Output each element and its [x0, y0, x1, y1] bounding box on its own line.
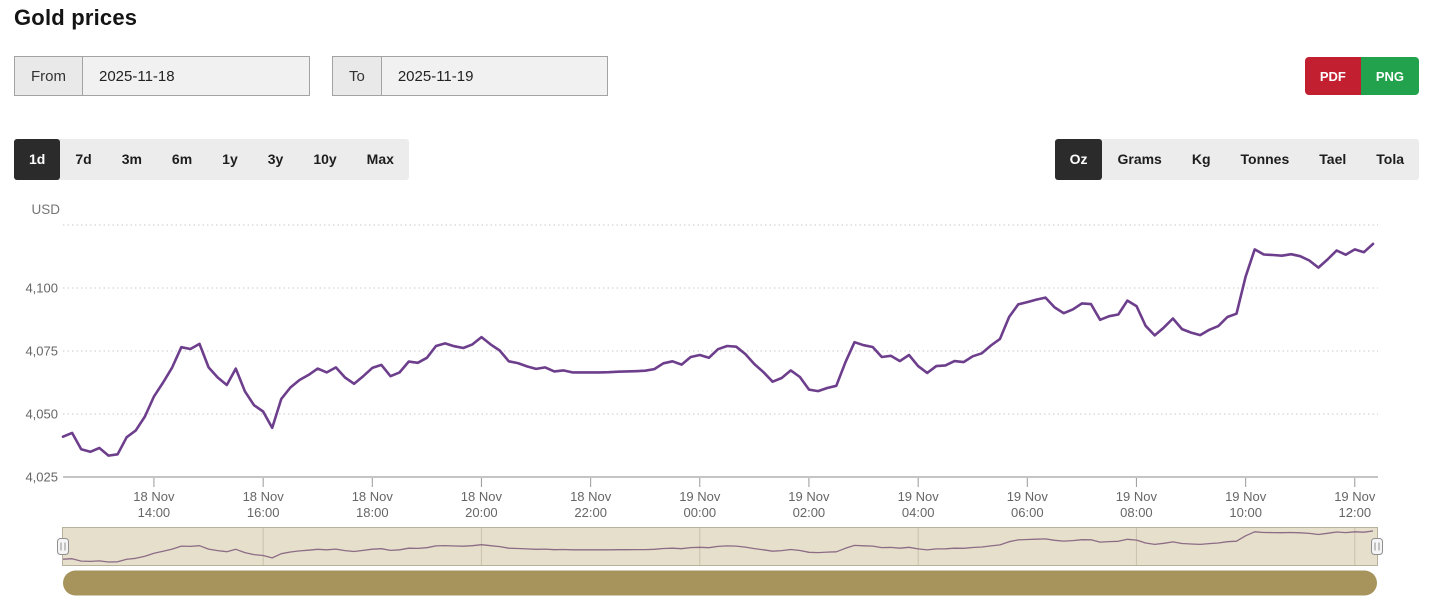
navigator-handle-right-grip[interactable]	[1371, 538, 1383, 555]
x-tick-label: 19 Nov 02:00	[788, 489, 830, 520]
to-date-label: To	[333, 57, 382, 95]
x-tick-label: 18 Nov 18:00	[352, 489, 394, 520]
unit-tab-kg[interactable]: Kg	[1191, 151, 1211, 167]
range-tab-7d[interactable]: 7d	[75, 151, 92, 167]
y-tick-label: 4,100	[25, 281, 58, 296]
from-date-label: From	[15, 57, 83, 95]
navigator-handle-left-grip[interactable]	[57, 538, 69, 555]
range-tab-3y[interactable]: 3y	[267, 151, 284, 167]
y-axis-title: USD	[31, 202, 60, 217]
x-tick-label: 19 Nov 00:00	[679, 489, 721, 520]
x-tick-label: 19 Nov 12:00	[1334, 489, 1376, 520]
y-tick-label: 4,025	[25, 470, 58, 485]
range-tab-6m[interactable]: 6m	[171, 151, 193, 167]
time-range-tabs: 1d 7d 3m 6m 1y 3y 10y Max	[14, 139, 409, 180]
unit-tab-tael[interactable]: Tael	[1319, 151, 1347, 167]
x-tick-label: 19 Nov 10:00	[1225, 489, 1267, 520]
export-buttons: PDF PNG	[1304, 57, 1419, 95]
export-png-button[interactable]: PNG	[1360, 57, 1419, 95]
range-tab-10y[interactable]: 10y	[313, 151, 337, 167]
x-tick-label: 18 Nov 14:00	[133, 489, 175, 520]
from-date-input[interactable]	[83, 57, 309, 95]
x-tick-label: 18 Nov 16:00	[243, 489, 285, 520]
x-tick-label: 18 Nov 22:00	[570, 489, 612, 520]
y-axis: USD 4,025 4,050 4,075 4,100	[25, 202, 1378, 485]
y-tick-label: 4,050	[25, 407, 58, 422]
navigator-handle-left[interactable]	[57, 538, 69, 555]
unit-tabs: Oz Grams Kg Tonnes Tael Tola	[1054, 139, 1419, 180]
range-tab-1d[interactable]: 1d	[14, 139, 61, 180]
range-tab-1y[interactable]: 1y	[222, 151, 238, 167]
export-pdf-button[interactable]: PDF	[1304, 57, 1361, 95]
price-line	[61, 242, 1375, 457]
page-title: Gold prices	[14, 5, 138, 30]
x-tick-label: 19 Nov 04:00	[898, 489, 940, 520]
unit-tab-tonnes[interactable]: Tonnes	[1240, 151, 1290, 167]
x-tick-label: 19 Nov 08:00	[1116, 489, 1158, 520]
to-date-group: To	[332, 56, 608, 96]
price-line-series	[61, 242, 1375, 457]
navigator-handle-right[interactable]	[1371, 538, 1383, 555]
unit-tab-oz[interactable]: Oz	[1054, 139, 1103, 180]
range-tab-3m[interactable]: 3m	[121, 151, 142, 167]
from-date-group: From	[14, 56, 310, 96]
unit-tab-grams[interactable]: Grams	[1117, 151, 1162, 167]
scrollbar-thumb[interactable]	[63, 570, 1377, 596]
unit-tab-tola[interactable]: Tola	[1376, 151, 1404, 167]
navigator-line	[62, 530, 1374, 563]
x-tick-label: 18 Nov 20:00	[461, 489, 503, 520]
y-tick-label: 4,075	[25, 344, 58, 359]
x-axis: 18 Nov 14:00 18 Nov 16:00 18 Nov 18:00 18 Nov 2…	[133, 478, 1376, 520]
to-date-input[interactable]	[381, 57, 607, 95]
range-tab-max[interactable]: Max	[366, 151, 394, 167]
x-tick-label: 19 Nov 06:00	[1007, 489, 1049, 520]
navigator	[57, 527, 1383, 596]
